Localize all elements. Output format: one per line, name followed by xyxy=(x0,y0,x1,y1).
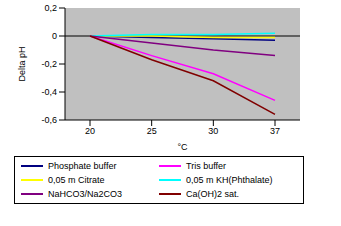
html-text:Ca(OH)2 sat.: Ca(OH)2 sat. xyxy=(186,189,239,199)
svg-text:-0,2: -0,2 xyxy=(41,59,57,69)
svg-text:0,2: 0,2 xyxy=(44,3,57,13)
html-text:0,05 m Citrate: 0,05 m Citrate xyxy=(48,175,105,185)
svg-text:0: 0 xyxy=(52,31,57,41)
svg-text:°C: °C xyxy=(177,142,188,150)
svg-text:-0,6: -0,6 xyxy=(41,115,57,125)
html-text:Tris buffer: Tris buffer xyxy=(186,161,226,171)
svg-text:25: 25 xyxy=(147,126,157,136)
html-text:Phosphate buffer: Phosphate buffer xyxy=(48,161,117,171)
svg-text:37: 37 xyxy=(270,126,280,136)
html-text:0,05 m KH(Phthalate): 0,05 m KH(Phthalate) xyxy=(186,175,273,185)
svg-text:30: 30 xyxy=(208,126,218,136)
svg-text:Delta pH: Delta pH xyxy=(17,46,27,81)
svg-text:20: 20 xyxy=(85,126,95,136)
html-text:NaHCO3/Na2CO3: NaHCO3/Na2CO3 xyxy=(48,189,122,199)
svg-text:-0,4: -0,4 xyxy=(41,87,57,97)
